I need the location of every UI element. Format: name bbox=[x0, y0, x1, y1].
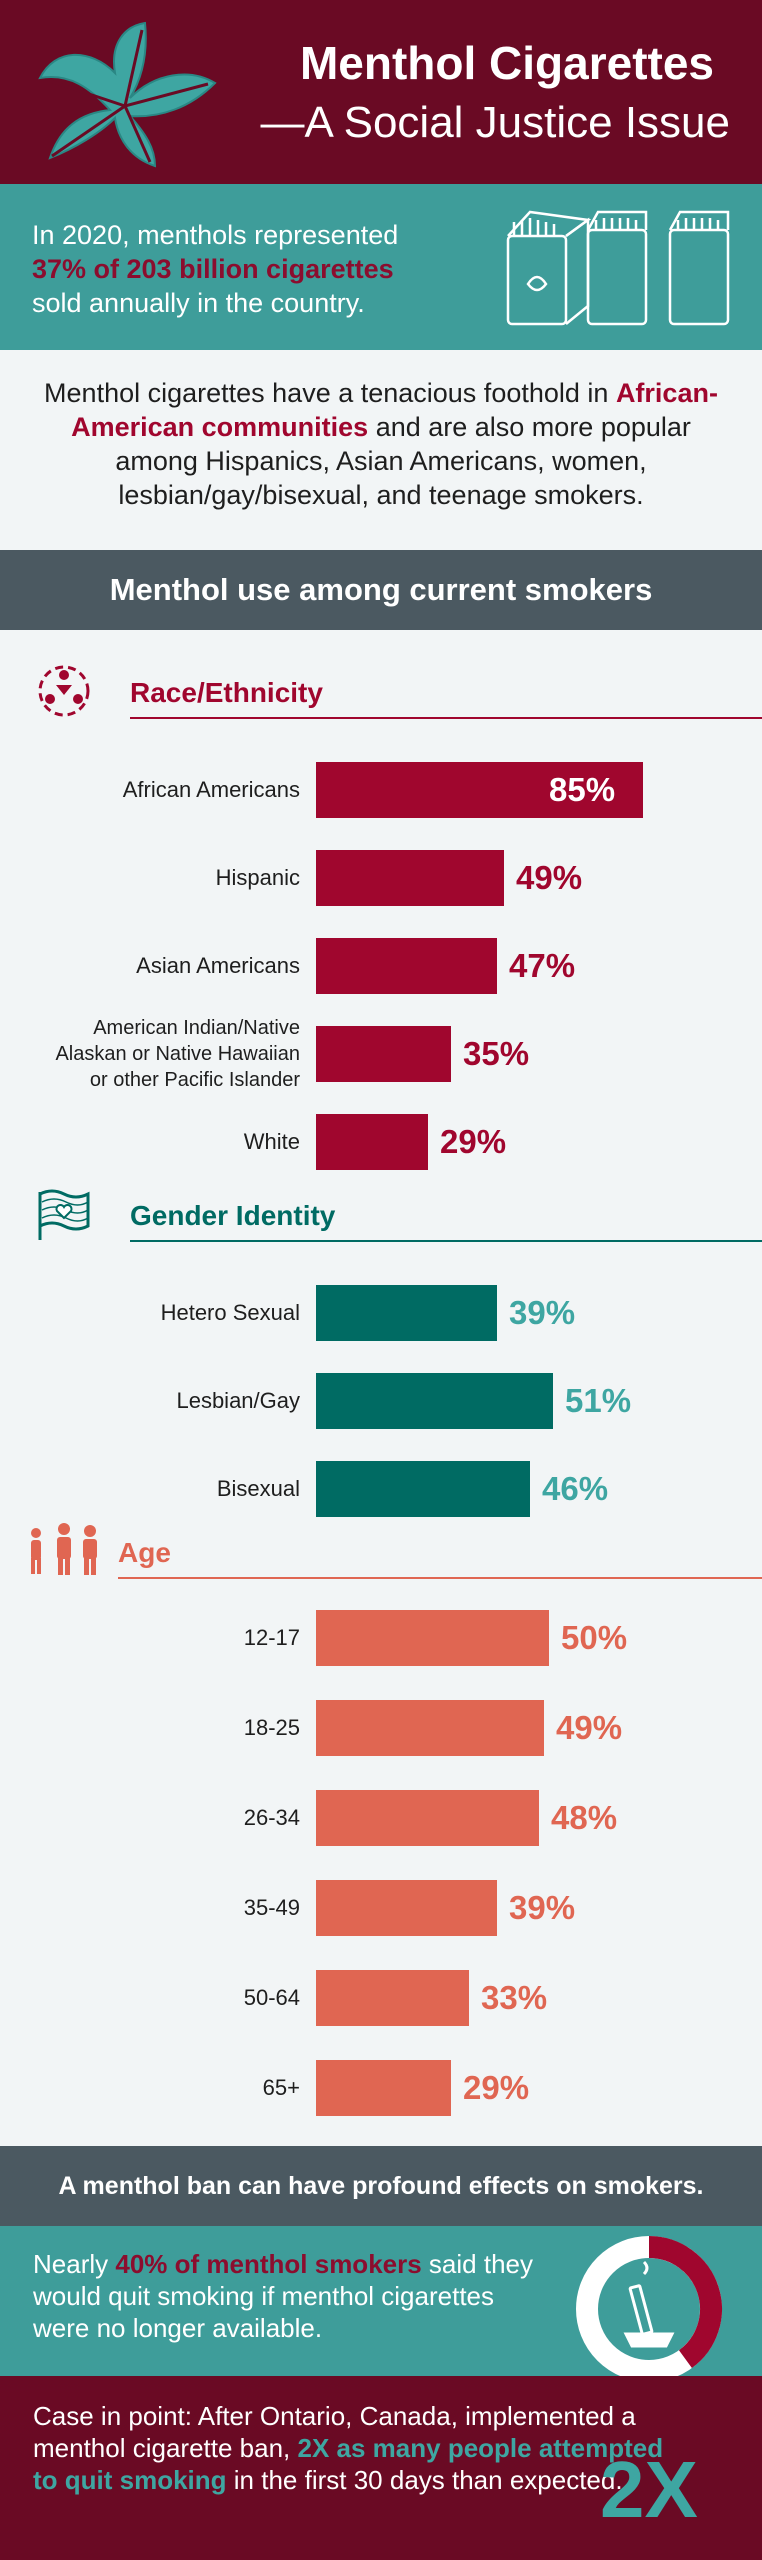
mint-leaf-icon bbox=[38, 21, 217, 168]
quit-highlight: 40% of menthol smokers bbox=[115, 2249, 422, 2279]
category-label: 35-49 bbox=[20, 1894, 300, 1922]
bar bbox=[316, 938, 497, 994]
page-title-line1: Menthol Cigarettes bbox=[299, 37, 714, 89]
value-label: 29% bbox=[463, 2069, 530, 2106]
value-label: 33% bbox=[481, 1979, 548, 2016]
category-label: Lesbian/Gay bbox=[20, 1387, 300, 1415]
chart-title-age: Age bbox=[118, 1537, 171, 1568]
category-label-line: 50-64 bbox=[243, 1985, 300, 2010]
chart-title-rule-race bbox=[130, 717, 762, 719]
chart-title-race: Race/Ethnicity bbox=[130, 677, 323, 708]
category-label: 18-25 bbox=[20, 1714, 300, 1742]
intro-text-before: In 2020, menthols represented bbox=[32, 220, 399, 250]
intro-text: In 2020, menthols represented 37% of 203… bbox=[32, 218, 502, 320]
value-label: 39% bbox=[509, 1889, 576, 1926]
category-label-line: 35-49 bbox=[243, 1895, 300, 1920]
value-label: 35% bbox=[463, 1035, 530, 1072]
category-label-line: Alaskan or Native Hawaiian bbox=[55, 1043, 300, 1065]
ontario-panel: Case in point: After Ontario, Canada, im… bbox=[0, 2376, 762, 2560]
category-label: Hetero Sexual bbox=[20, 1299, 300, 1327]
category-label-line: African Americans bbox=[122, 777, 300, 802]
chart-title-gender: Gender Identity bbox=[130, 1200, 336, 1231]
value-label: 47% bbox=[509, 947, 576, 984]
chart-title-rule-age bbox=[118, 1577, 762, 1579]
value-label: 50% bbox=[561, 1619, 628, 1656]
bar bbox=[316, 1114, 428, 1170]
category-label: Bisexual bbox=[20, 1475, 300, 1503]
value-label: 49% bbox=[556, 1709, 623, 1746]
description-text-after: and are also more popular among Hispanic… bbox=[115, 412, 691, 510]
category-label: Hispanic bbox=[20, 864, 300, 892]
description-highlight: African-American communities bbox=[71, 378, 718, 442]
category-label: Asian Americans bbox=[20, 952, 300, 980]
bar bbox=[316, 762, 643, 818]
category-label: 12-17 bbox=[20, 1624, 300, 1652]
category-label-line: White bbox=[243, 1129, 300, 1154]
category-label-line: Lesbian/Gay bbox=[176, 1388, 300, 1413]
description-text: Menthol cigarettes have a tenacious foot… bbox=[30, 376, 732, 512]
pride-flag-heart-icon bbox=[34, 1184, 94, 1249]
category-label: 50-64 bbox=[20, 1984, 300, 2012]
description-text-before: Menthol cigarettes have a tenacious foot… bbox=[44, 378, 609, 408]
value-label: 49% bbox=[516, 859, 583, 896]
value-label: 51% bbox=[565, 1382, 632, 1419]
quit-donut-chart bbox=[576, 2236, 722, 2382]
cigarette-ashtray-icon bbox=[623, 2260, 675, 2348]
ontario-text: Case in point: After Ontario, Canada, im… bbox=[33, 2400, 693, 2496]
category-label: White bbox=[20, 1128, 300, 1156]
category-label-line: Asian Americans bbox=[136, 953, 300, 978]
page-title-line2: —A Social Justice Issue bbox=[260, 98, 730, 147]
ontario-big-number: 2X bbox=[600, 2445, 698, 2534]
bar bbox=[316, 1880, 497, 1936]
category-label: African Americans bbox=[20, 776, 300, 804]
intro-text-after: sold annually in the country. bbox=[32, 288, 365, 318]
value-label: 46% bbox=[542, 1470, 609, 1507]
people-circle-icon bbox=[34, 661, 94, 726]
value-label: 39% bbox=[509, 1294, 576, 1331]
family-icon bbox=[26, 1521, 102, 1582]
bar bbox=[316, 1026, 451, 1082]
category-label-line: Hispanic bbox=[215, 865, 300, 890]
category-label-line: Bisexual bbox=[216, 1476, 300, 1501]
category-label-line: 26-34 bbox=[243, 1805, 300, 1830]
bar bbox=[316, 1373, 553, 1429]
category-label: American Indian/Native Alaskan or Native … bbox=[20, 1015, 300, 1093]
value-label: 48% bbox=[551, 1799, 618, 1836]
bar bbox=[316, 1790, 539, 1846]
bar bbox=[316, 1461, 530, 1517]
section-band-menthol-use: Menthol use among current smokers bbox=[0, 550, 762, 630]
section-band-ban: A menthol ban can have profound effects … bbox=[0, 2146, 762, 2226]
bar bbox=[316, 1610, 549, 1666]
ontario-text-after: in the first 30 days than expected. bbox=[233, 2465, 623, 2495]
header-banner: Menthol Cigarettes —A Social Justice Iss… bbox=[0, 0, 762, 184]
category-label-line: 18-25 bbox=[243, 1715, 300, 1740]
category-label-line: American Indian/Native bbox=[93, 1017, 300, 1039]
quit-text: Nearly 40% of menthol smokers said they … bbox=[33, 2248, 553, 2344]
bar bbox=[316, 1700, 544, 1756]
intro-panel: In 2020, menthols represented 37% of 203… bbox=[0, 184, 762, 350]
quit-panel: Nearly 40% of menthol smokers said they … bbox=[0, 2226, 762, 2382]
quit-text-after: said they would quit smoking if menthol … bbox=[33, 2249, 533, 2343]
category-label-line: 12-17 bbox=[243, 1625, 300, 1650]
intro-highlight: 37% of 203 billion cigarettes bbox=[32, 254, 394, 284]
bar bbox=[316, 850, 504, 906]
value-label: 29% bbox=[440, 1123, 507, 1160]
donut-arc bbox=[648, 2236, 722, 2369]
ontario-highlight: 2X as many people attempted to quit smok… bbox=[33, 2433, 664, 2495]
bar bbox=[316, 1285, 497, 1341]
category-label-line: 65+ bbox=[262, 2075, 300, 2100]
value-label: 85% bbox=[549, 771, 616, 808]
chart-title-rule-gender bbox=[130, 1240, 762, 1242]
category-label-line: or other Pacific Islander bbox=[89, 1069, 300, 1091]
bar bbox=[316, 2060, 451, 2116]
category-label: 26-34 bbox=[20, 1804, 300, 1832]
bar bbox=[316, 1970, 469, 2026]
category-label: 65+ bbox=[20, 2074, 300, 2102]
cigarette-packs-icon bbox=[506, 210, 730, 326]
category-label-line: Hetero Sexual bbox=[160, 1300, 300, 1325]
description-panel: Menthol cigarettes have a tenacious foot… bbox=[0, 350, 762, 550]
quit-text-before: Nearly bbox=[33, 2249, 109, 2279]
ontario-text-before: Case in point: After Ontario, Canada, im… bbox=[33, 2401, 636, 2463]
